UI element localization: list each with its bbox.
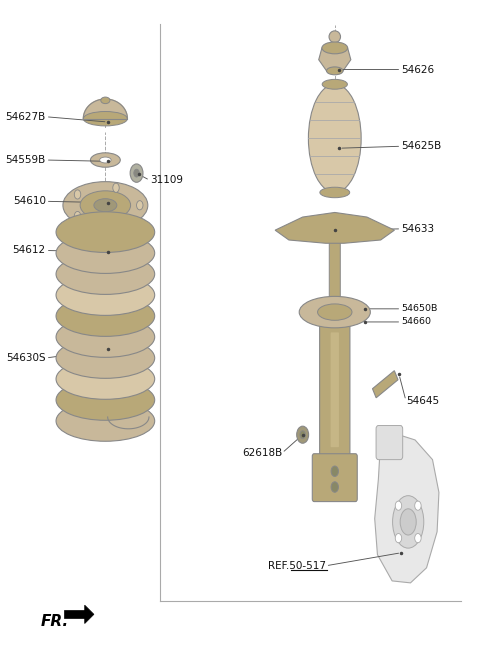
Ellipse shape [56, 380, 155, 420]
Ellipse shape [320, 187, 350, 198]
Ellipse shape [56, 359, 155, 399]
Ellipse shape [56, 338, 155, 378]
Text: 62618B: 62618B [242, 448, 282, 458]
Text: 54610: 54610 [12, 196, 46, 206]
Circle shape [415, 501, 421, 510]
Text: 54633: 54633 [401, 224, 434, 234]
Ellipse shape [56, 254, 155, 294]
Circle shape [395, 533, 402, 543]
FancyBboxPatch shape [331, 332, 339, 447]
FancyBboxPatch shape [320, 325, 350, 455]
Ellipse shape [322, 79, 348, 89]
Ellipse shape [90, 153, 120, 168]
Text: 54660: 54660 [401, 317, 432, 327]
Ellipse shape [56, 317, 155, 357]
Circle shape [331, 466, 338, 476]
FancyBboxPatch shape [312, 454, 357, 501]
Text: 31109: 31109 [150, 175, 183, 185]
Circle shape [395, 501, 402, 510]
Ellipse shape [56, 296, 155, 336]
Circle shape [134, 170, 139, 177]
Circle shape [130, 164, 143, 182]
Circle shape [113, 218, 119, 227]
Circle shape [331, 482, 338, 492]
Text: 54559B: 54559B [5, 155, 46, 165]
Polygon shape [84, 605, 94, 623]
Ellipse shape [329, 31, 340, 43]
FancyBboxPatch shape [329, 240, 340, 317]
Ellipse shape [322, 42, 348, 54]
Text: 54630S: 54630S [6, 353, 46, 363]
Polygon shape [375, 434, 439, 583]
Ellipse shape [80, 191, 131, 219]
Ellipse shape [393, 495, 424, 548]
Circle shape [74, 190, 81, 199]
Polygon shape [275, 212, 395, 243]
Text: REF.50-517: REF.50-517 [268, 561, 325, 571]
Text: 54645: 54645 [406, 396, 439, 405]
Circle shape [113, 183, 119, 193]
Ellipse shape [63, 181, 148, 229]
Circle shape [137, 200, 143, 210]
Polygon shape [84, 99, 127, 119]
Text: 54612: 54612 [12, 246, 46, 256]
Ellipse shape [56, 275, 155, 315]
Polygon shape [372, 371, 398, 397]
Ellipse shape [299, 296, 371, 328]
Ellipse shape [93, 246, 118, 260]
Ellipse shape [84, 112, 127, 126]
Ellipse shape [308, 84, 361, 193]
Ellipse shape [94, 198, 117, 212]
Text: FR.: FR. [41, 614, 69, 629]
Ellipse shape [326, 67, 343, 75]
FancyBboxPatch shape [376, 426, 403, 460]
Ellipse shape [101, 97, 110, 104]
Circle shape [74, 212, 81, 221]
Ellipse shape [318, 304, 352, 321]
Circle shape [300, 431, 305, 439]
Ellipse shape [400, 509, 416, 535]
Text: 54625B: 54625B [401, 141, 442, 151]
Ellipse shape [56, 212, 155, 252]
Ellipse shape [56, 233, 155, 273]
Text: 54626: 54626 [401, 64, 434, 74]
Ellipse shape [65, 233, 145, 273]
Polygon shape [319, 48, 351, 71]
Text: 54650B: 54650B [401, 304, 438, 313]
Text: 54627B: 54627B [5, 112, 46, 122]
Ellipse shape [81, 240, 130, 265]
Ellipse shape [56, 401, 155, 442]
Circle shape [297, 426, 309, 443]
Circle shape [415, 533, 421, 543]
Polygon shape [64, 610, 84, 618]
Ellipse shape [100, 157, 111, 163]
